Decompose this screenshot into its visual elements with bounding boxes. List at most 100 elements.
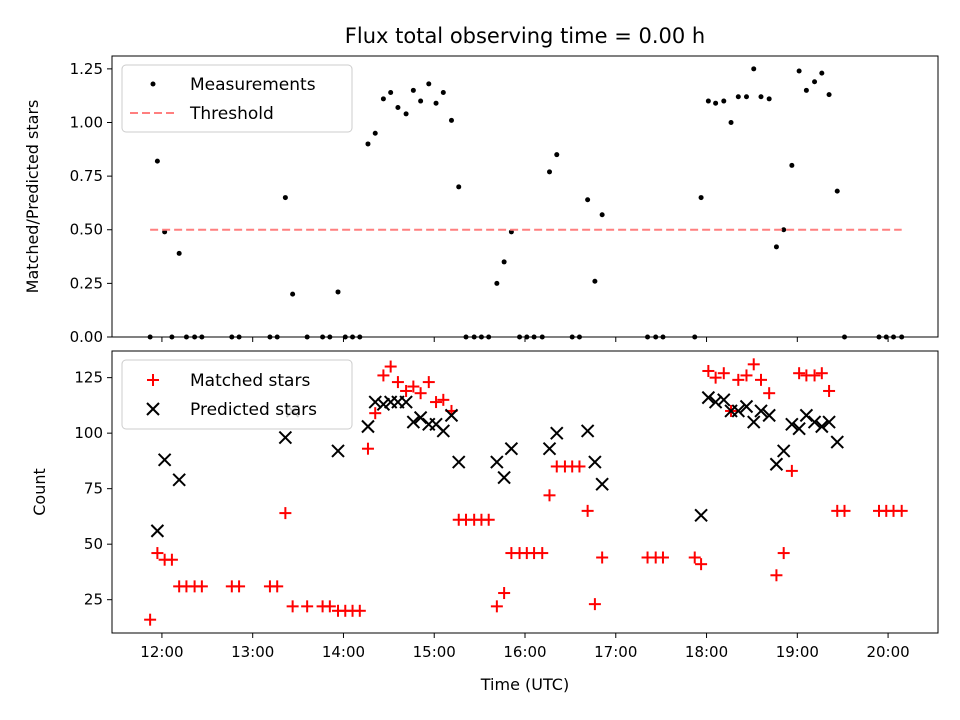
- matched-stars-point: [747, 358, 760, 371]
- matched-stars-point: [785, 464, 798, 477]
- predicted-stars-point: [731, 404, 746, 418]
- ratio-y-axis-label: Matched/Predicted stars: [23, 100, 42, 294]
- predicted-stars-point: [822, 415, 836, 429]
- counts-y-tick-label: 75: [84, 480, 103, 498]
- measurements-point: [395, 104, 401, 110]
- matched-stars-point: [895, 504, 908, 517]
- ratio-panel: 0.00 0.25 0.50 0.75 1.00 1.25 Matched/Predict…: [23, 55, 939, 346]
- predicted-stars-point: [776, 444, 791, 458]
- predicted-stars-point: [588, 455, 602, 469]
- x-tick-label: 19:00: [776, 643, 819, 661]
- x-tick-label: 15:00: [413, 643, 456, 661]
- measurements-point: [758, 94, 764, 100]
- measurements-point: [426, 81, 432, 87]
- predicted-stars-point: [406, 415, 421, 429]
- matched-stars-point: [151, 547, 164, 560]
- matched-stars-point: [271, 580, 284, 593]
- predicted-stars-point: [504, 441, 519, 456]
- predicted-stars-point: [754, 404, 768, 418]
- measurements-point: [812, 79, 818, 85]
- predicted-stars-point: [376, 397, 391, 411]
- predicted-stars-point: [708, 395, 723, 409]
- matched-stars-point: [688, 551, 701, 564]
- predicted-stars-point: [830, 435, 844, 449]
- predicted-stars-point: [150, 524, 165, 538]
- legend-threshold-label: Threshold: [189, 104, 274, 124]
- matched-stars-point: [414, 387, 427, 400]
- predicted-stars-point: [580, 424, 595, 438]
- measurements-point: [585, 197, 591, 203]
- matched-stars-point: [233, 580, 246, 593]
- matched-stars-point: [823, 384, 836, 397]
- legend-measurements-marker: [150, 81, 156, 87]
- predicted-stars-point: [815, 419, 829, 434]
- matched-stars-point: [353, 604, 366, 617]
- x-tick-label: 18:00: [685, 643, 728, 661]
- matched-stars-point: [377, 369, 390, 382]
- matched-stars-point: [490, 600, 503, 613]
- predicted-stars-point: [595, 477, 609, 491]
- predicted-stars-point: [701, 390, 716, 405]
- measurements-point: [380, 96, 386, 102]
- matched-stars-point: [384, 360, 397, 373]
- predicted-stars-point: [542, 441, 557, 456]
- matched-stars-point: [702, 364, 715, 377]
- counts-y-tick-label: 100: [74, 424, 103, 442]
- predicted-stars-point: [157, 453, 172, 467]
- predicted-stars-point: [331, 444, 345, 458]
- ratio-legend-box: [121, 64, 353, 133]
- predicted-stars-point: [747, 415, 761, 429]
- legend-matched-label: Matched stars: [190, 371, 310, 391]
- ratio-legend: Measurements Threshold: [121, 64, 353, 133]
- matched-stars-point: [838, 504, 851, 517]
- measurements-point: [819, 70, 825, 76]
- predicted-stars-point: [368, 395, 382, 409]
- x-tick-label: 16:00: [503, 643, 546, 661]
- predicted-stars-point: [278, 430, 293, 445]
- predicted-stars-point: [717, 393, 731, 407]
- predicted-stars-point: [792, 422, 806, 436]
- predicted-stars-point: [762, 408, 776, 423]
- matched-stars-point: [391, 376, 404, 389]
- measurements-point: [410, 87, 416, 93]
- matched-stars-point: [437, 393, 450, 406]
- legend-predicted-label: Predicted stars: [190, 400, 317, 420]
- predicted-stars-point: [550, 426, 564, 440]
- measurements-point: [592, 278, 598, 284]
- measurements-point: [335, 289, 341, 295]
- measurements-point: [796, 68, 802, 74]
- matched-stars-point: [573, 460, 586, 473]
- matched-stars-point: [596, 551, 609, 564]
- matched-stars-point: [165, 553, 178, 566]
- matched-stars-point: [732, 373, 745, 386]
- matched-stars-point: [361, 442, 374, 455]
- x-tick-label: 20:00: [866, 643, 909, 661]
- measurements-point: [721, 98, 727, 104]
- matched-stars-point: [808, 369, 821, 382]
- measurements-point: [834, 188, 840, 194]
- legend-measurements-label: Measurements: [190, 75, 316, 95]
- measurements-point: [547, 169, 553, 175]
- measurements-point: [388, 89, 394, 95]
- matched-stars-point: [717, 367, 730, 380]
- measurements-point: [751, 66, 757, 72]
- matched-stars-point: [763, 387, 776, 400]
- counts-y-tick-label: 50: [84, 535, 103, 553]
- matched-stars-point: [286, 600, 299, 613]
- x-tick-label: 13:00: [231, 643, 274, 661]
- ratio-axes-frame: [111, 55, 939, 338]
- matched-stars-point: [369, 407, 382, 420]
- measurements-point: [803, 87, 809, 93]
- predicted-stars-point: [490, 455, 504, 469]
- measurements-point: [743, 94, 749, 100]
- ratio-y-tick-label: 0.50: [70, 221, 103, 239]
- matched-stars-point: [407, 380, 420, 393]
- measurements-point: [766, 96, 772, 102]
- x-tick-label: 14:00: [322, 643, 365, 661]
- ratio-y-tick-label: 1.25: [70, 60, 103, 78]
- matched-stars-point: [482, 513, 495, 526]
- predicted-stars-point: [497, 470, 511, 485]
- matched-stars-point: [815, 367, 828, 380]
- measurements-point: [456, 184, 462, 190]
